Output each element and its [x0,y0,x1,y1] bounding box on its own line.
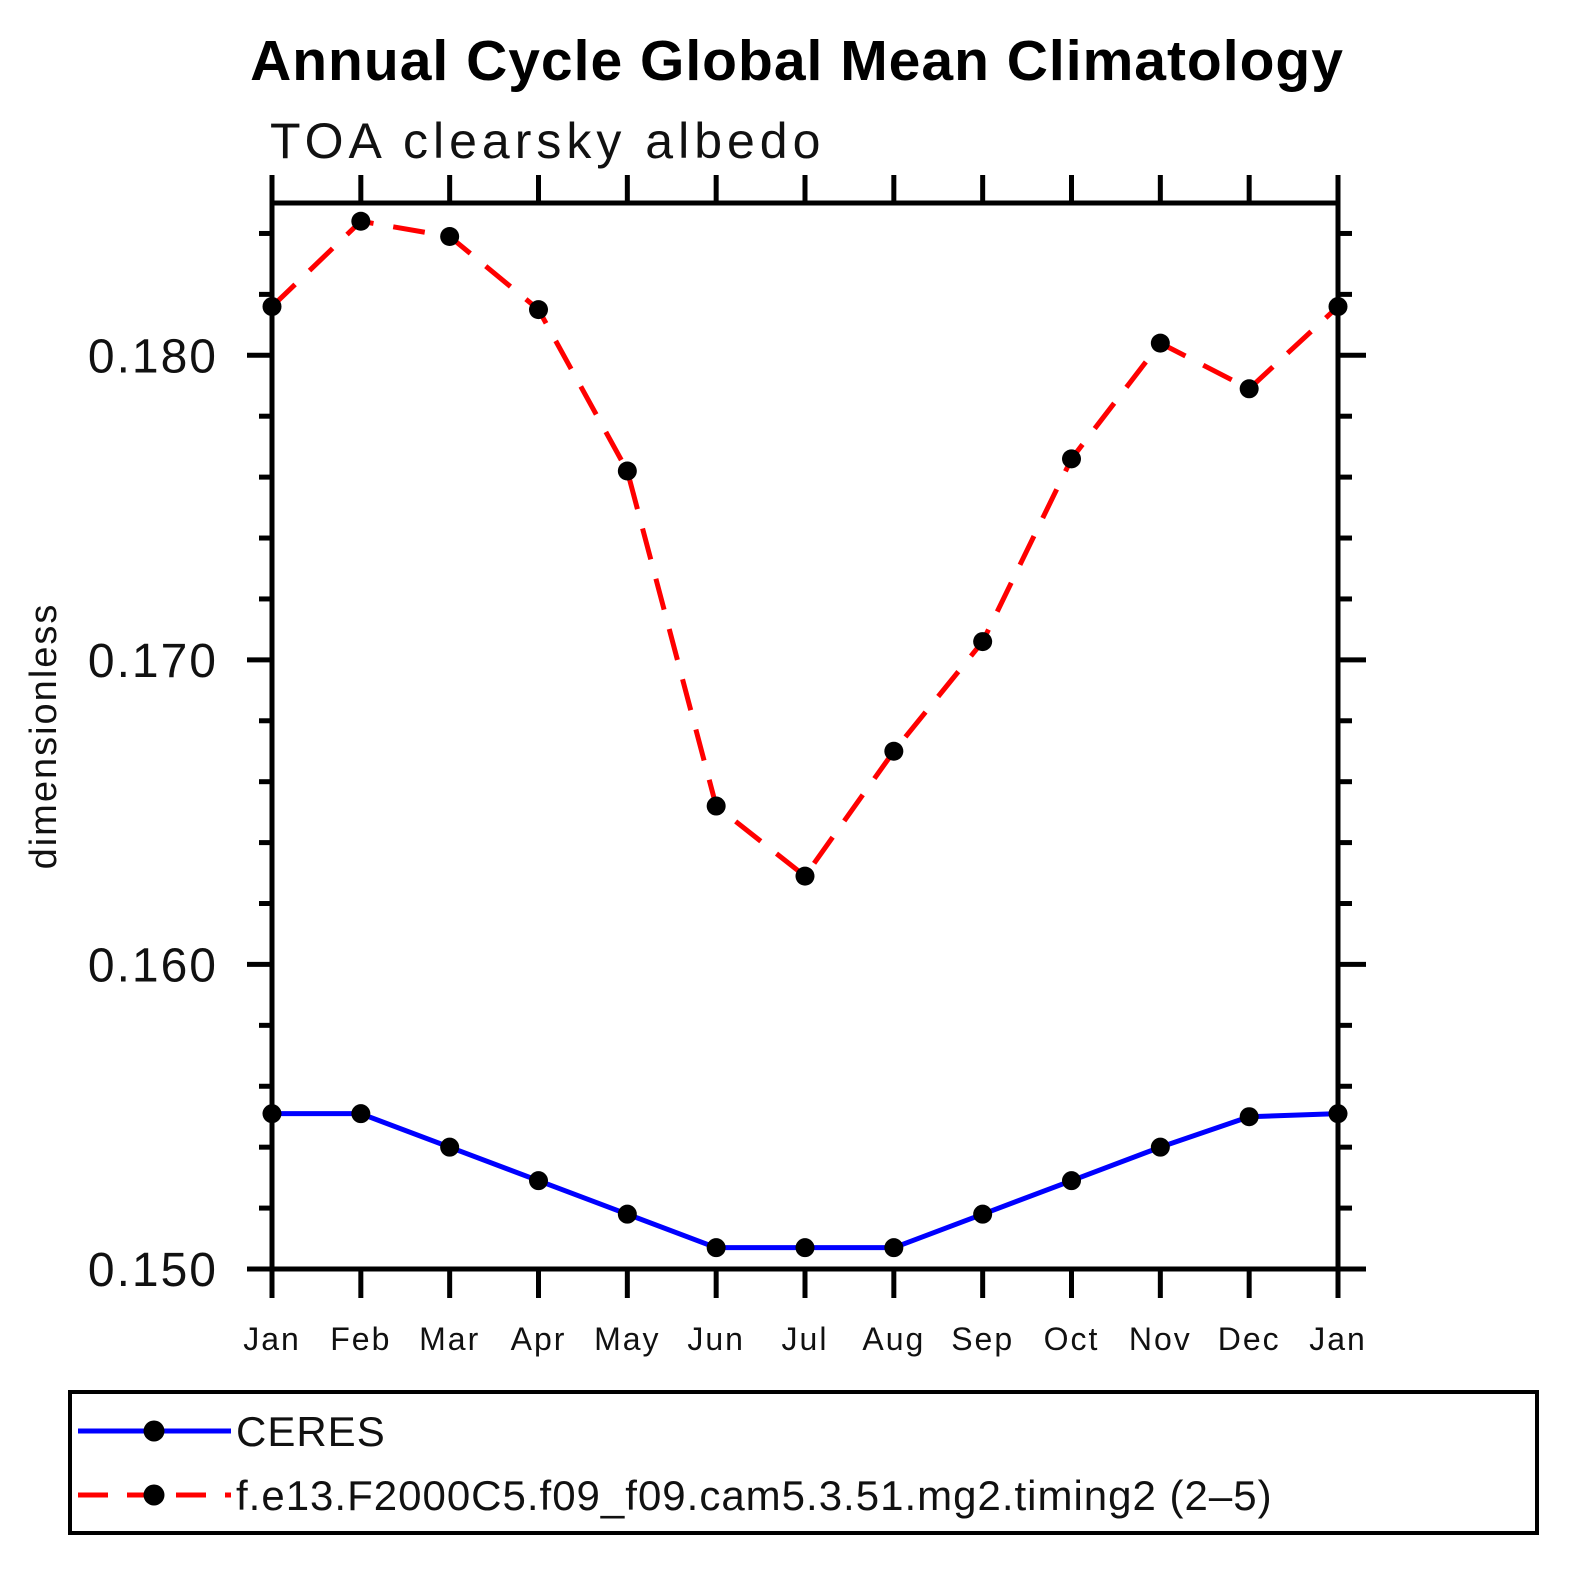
x-tick-label: Oct [1044,1321,1100,1357]
data-point-marker [617,1204,637,1224]
legend-box [68,1390,1539,1535]
legend-marker [143,1420,165,1442]
data-point-marker [440,227,460,247]
x-tick-label: Jul [782,1321,829,1357]
plot-frame [269,200,1341,1272]
chart-subtitle: TOA clearsky albedo [270,113,825,169]
data-point-marker [706,796,726,816]
x-tick-label: Apr [511,1321,567,1357]
data-point-marker [1239,1107,1259,1127]
data-point-marker [973,632,993,652]
data-point-marker [1328,297,1348,317]
x-tick-label: Feb [330,1321,391,1357]
data-point-marker [1150,1137,1170,1157]
y-axis-label: dimensionless [23,603,65,870]
x-tick-label: Nov [1129,1321,1192,1357]
y-tick-label: 0.150 [88,1244,218,1297]
x-tick-label: Aug [862,1321,925,1357]
data-point-marker [1062,449,1081,469]
data-point-marker [1062,1171,1081,1191]
data-point-marker [1239,379,1259,399]
x-tick-label: Jan [1309,1321,1367,1357]
x-tick-label: Jan [243,1321,301,1357]
legend-marker [143,1484,165,1506]
x-tick-label: Sep [951,1321,1014,1357]
data-point-marker [795,1238,815,1258]
legend-label: CERES [236,1408,386,1455]
data-point-marker [1150,333,1170,353]
y-tick-label: 0.170 [88,635,218,688]
legend-label: f.e13.F2000C5.f09_f09.cam5.3.51.mg2.timi… [236,1472,1273,1519]
data-point-marker [440,1137,460,1157]
y-tick-label: 0.160 [88,939,218,992]
x-tick-label: Dec [1218,1321,1281,1357]
data-point-marker [795,866,815,886]
data-point-marker [351,1104,371,1124]
data-point-marker [262,1104,282,1124]
data-point-marker [973,1204,993,1224]
data-point-marker [529,1171,548,1191]
plot-area: Jan Feb Mar Apr May Jun Jul Aug Sep Oct Nov Dec Jan 0… [88,175,1367,1357]
series-line-dashed [270,218,1340,879]
y-tick-label: 0.180 [88,330,218,383]
data-point-marker [1328,1104,1348,1124]
data-point-marker [884,741,904,761]
x-tick-label: May [594,1321,660,1357]
series-line-solid [272,1111,1339,1251]
data-point-marker [617,461,637,481]
data-point-marker [884,1238,904,1258]
data-point-marker [706,1238,726,1258]
data-point-marker [351,211,371,231]
x-tick-label: Mar [419,1321,480,1357]
data-point-marker [262,297,282,317]
legend: CERES f.e13.F2000C5.f09_f09.cam5.3.51.mg2… [68,1390,1539,1535]
x-tick-label: Jun [687,1321,745,1357]
chart-title: Annual Cycle Global Mean Climatology [250,29,1344,93]
data-point-marker [529,300,548,320]
